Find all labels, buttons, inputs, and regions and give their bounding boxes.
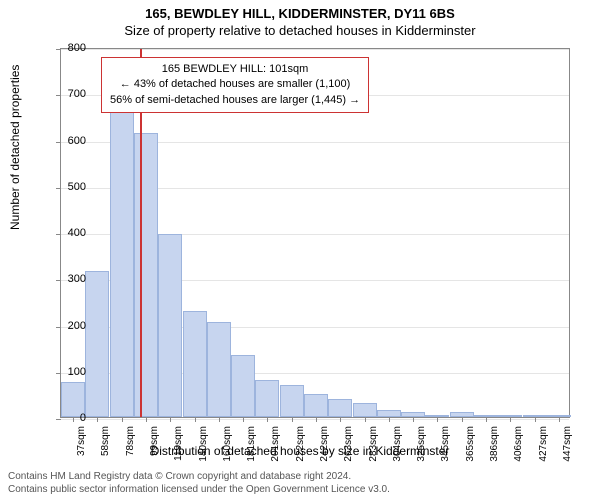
y-tick-label: 600 xyxy=(46,135,86,147)
x-tick-label: 386sqm xyxy=(489,426,500,462)
footer-line-2: Contains public sector information licen… xyxy=(8,483,390,496)
x-tick-mark xyxy=(462,417,463,422)
histogram-bar xyxy=(328,399,352,418)
x-tick-mark xyxy=(243,417,244,422)
x-tick-mark xyxy=(437,417,438,422)
x-tick-mark xyxy=(510,417,511,422)
histogram-bar xyxy=(85,271,109,417)
footer-attribution: Contains HM Land Registry data © Crown c… xyxy=(8,470,390,496)
histogram-bar xyxy=(207,322,231,417)
histogram-bar xyxy=(353,403,377,417)
x-tick-label: 37sqm xyxy=(76,426,87,456)
x-tick-label: 447sqm xyxy=(562,426,573,462)
x-tick-label: 283sqm xyxy=(368,426,379,462)
x-tick-mark xyxy=(122,417,123,422)
x-tick-mark xyxy=(389,417,390,422)
x-tick-label: 140sqm xyxy=(198,426,209,462)
x-tick-label: 242sqm xyxy=(319,426,330,462)
x-tick-mark xyxy=(170,417,171,422)
x-tick-label: 304sqm xyxy=(392,426,403,462)
x-tick-mark xyxy=(146,417,147,422)
x-tick-label: 263sqm xyxy=(343,426,354,462)
x-tick-label: 201sqm xyxy=(270,426,281,462)
x-tick-label: 325sqm xyxy=(416,426,427,462)
y-axis-label: Number of detached properties xyxy=(8,65,22,230)
histogram-bar xyxy=(377,410,401,417)
x-tick-mark xyxy=(559,417,560,422)
x-tick-mark xyxy=(267,417,268,422)
histogram-bar xyxy=(255,380,279,417)
histogram-bar xyxy=(158,234,182,417)
histogram-bar xyxy=(110,93,134,417)
x-tick-label: 99sqm xyxy=(149,426,160,456)
histogram-bar xyxy=(231,355,255,417)
gridline xyxy=(61,49,569,50)
title-line-2: Size of property relative to detached ho… xyxy=(0,21,600,38)
x-tick-mark xyxy=(486,417,487,422)
y-tick-label: 300 xyxy=(46,273,86,285)
chart-plot-area: 165 BEWDLEY HILL: 101sqm ← 43% of detach… xyxy=(60,48,570,418)
x-tick-label: 365sqm xyxy=(465,426,476,462)
histogram-bar xyxy=(183,311,207,417)
x-tick-mark xyxy=(292,417,293,422)
title-line-1: 165, BEWDLEY HILL, KIDDERMINSTER, DY11 6… xyxy=(0,0,600,21)
histogram-bar xyxy=(280,385,304,417)
y-tick-label: 200 xyxy=(46,320,86,332)
chart-container: 165, BEWDLEY HILL, KIDDERMINSTER, DY11 6… xyxy=(0,0,600,500)
x-tick-label: 58sqm xyxy=(100,426,111,456)
x-tick-mark xyxy=(195,417,196,422)
y-tick-label: 500 xyxy=(46,181,86,193)
annotation-line-1: 165 BEWDLEY HILL: 101sqm xyxy=(110,62,360,77)
y-tick-label: 400 xyxy=(46,227,86,239)
x-tick-label: 78sqm xyxy=(125,426,136,456)
annotation-line-2: ← 43% of detached houses are smaller (1,… xyxy=(110,77,360,92)
y-tick-label: 100 xyxy=(46,366,86,378)
x-tick-mark xyxy=(219,417,220,422)
x-tick-mark xyxy=(316,417,317,422)
y-tick-label: 700 xyxy=(46,88,86,100)
gridline xyxy=(61,419,569,420)
x-tick-label: 181sqm xyxy=(246,426,257,462)
footer-line-1: Contains HM Land Registry data © Crown c… xyxy=(8,470,390,483)
x-tick-label: 406sqm xyxy=(513,426,524,462)
x-tick-label: 222sqm xyxy=(295,426,306,462)
histogram-bar xyxy=(304,394,328,417)
x-tick-label: 119sqm xyxy=(173,426,184,461)
x-tick-mark xyxy=(413,417,414,422)
annotation-line-3: 56% of semi-detached houses are larger (… xyxy=(110,93,360,108)
x-tick-mark xyxy=(535,417,536,422)
x-tick-label: 427sqm xyxy=(538,426,549,462)
x-tick-mark xyxy=(97,417,98,422)
annotation-box: 165 BEWDLEY HILL: 101sqm ← 43% of detach… xyxy=(101,57,369,113)
x-tick-mark xyxy=(340,417,341,422)
y-tick-label: 800 xyxy=(46,42,86,54)
histogram-bar xyxy=(134,133,158,417)
x-tick-mark xyxy=(365,417,366,422)
x-tick-label: 160sqm xyxy=(222,426,233,462)
x-tick-label: 345sqm xyxy=(440,426,451,462)
y-tick-label: 0 xyxy=(46,412,86,424)
